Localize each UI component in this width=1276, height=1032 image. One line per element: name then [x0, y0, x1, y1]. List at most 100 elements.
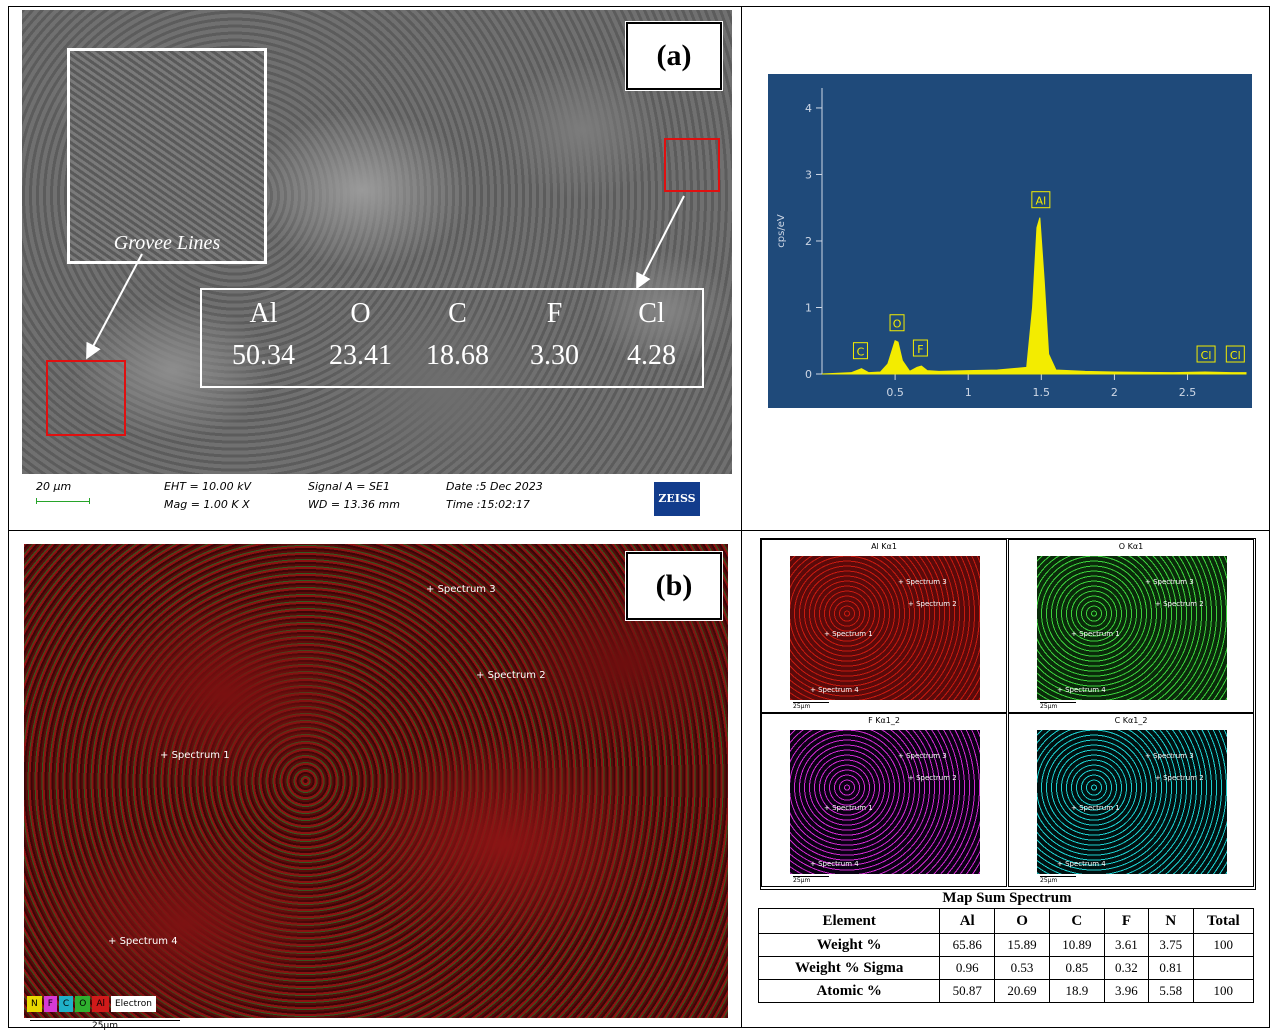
y-tick-label: 1 — [805, 301, 812, 314]
peak-label-box — [1031, 191, 1051, 209]
element-map-image: + Spectrum 3 + Spectrum 2 + Spectrum 1 + Sp… — [1037, 556, 1227, 700]
legend-item: C — [58, 996, 74, 1012]
zeiss-logo: ZEISS — [654, 482, 700, 516]
eds-scale-bar: 25μm — [30, 1020, 180, 1031]
panel-a-label: (a) — [625, 21, 723, 91]
peak-label-box — [1196, 345, 1216, 363]
map-spectrum-marker: + Spectrum 3 — [898, 752, 947, 760]
element-map: C Kα1_2 + Spectrum 3 + Spectrum 2 + Spectru… — [1008, 713, 1254, 887]
x-tick-label: 1.5 — [1033, 386, 1051, 399]
pointer-arrows — [86, 195, 685, 360]
table-cell: 100 — [1192, 933, 1254, 957]
legend-item: N — [27, 996, 42, 1012]
map-spectrum-marker: + Spectrum 2 — [1155, 774, 1204, 782]
peak-label: Cl — [1230, 349, 1241, 362]
arrow-databox — [636, 195, 685, 290]
map-spectrum-marker: + Spectrum 4 — [810, 686, 859, 694]
table-row-header: Weight % Sigma — [757, 956, 941, 980]
table-cell: 50.87 — [939, 979, 996, 1003]
table-cell: 0.85 — [1048, 956, 1105, 980]
table-cell: 65.86 — [939, 933, 996, 957]
table-title: Map Sum Spectrum — [942, 890, 1072, 906]
map-spectrum-marker: + Spectrum 3 — [1145, 752, 1194, 760]
spectrum-marker-2: + Spectrum 2 — [476, 670, 546, 681]
table-row: Atomic % 50.87 20.69 18.9 3.96 5.58 100 — [757, 979, 1254, 1003]
y-tick-label: 3 — [805, 168, 812, 181]
x-tick-label: 2.5 — [1179, 386, 1197, 399]
map-spectrum-marker: + Spectrum 4 — [1057, 860, 1106, 868]
spectrum-marker-4: + Spectrum 4 — [108, 936, 178, 947]
composition-box: Al 50.34 O 23.41 C 18.68 F 3.30 Cl 4.28 — [200, 288, 704, 388]
eds-layered-map: + Spectrum 3 + Spectrum 2 + Spectrum 1 +… — [24, 544, 728, 1018]
sem-info-bar: 20 μm EHT = 10.00 kV Mag = 1.00 K X Sign… — [22, 474, 732, 524]
table-cell: 0.96 — [939, 956, 996, 980]
table-header-cell: Al — [939, 908, 996, 934]
arrow-inset — [86, 253, 143, 360]
map-spectrum-marker: + Spectrum 3 — [1145, 578, 1194, 586]
table-cell: 20.69 — [994, 979, 1050, 1003]
sem-eht: EHT = 10.00 kV — [164, 480, 252, 493]
table-cell: 18.9 — [1048, 979, 1105, 1003]
element-map-title: Al Kα1 — [871, 542, 897, 551]
composition-element: C — [448, 298, 467, 329]
sem-mag: Mag = 1.00 K X — [164, 498, 250, 511]
map-spectrum-marker: + Spectrum 3 — [898, 578, 947, 586]
map-spectrum-marker: + Spectrum 2 — [908, 774, 957, 782]
y-tick-label: 4 — [805, 102, 812, 115]
element-map-image: + Spectrum 3 + Spectrum 2 + Spectrum 1 + Sp… — [790, 556, 980, 700]
element-map-title: F Kα1_2 — [868, 716, 900, 725]
vertical-divider — [741, 6, 742, 1028]
panel-b-label: (b) — [625, 551, 723, 621]
element-map: F Kα1_2 + Spectrum 3 + Spectrum 2 + Spectru… — [761, 713, 1007, 887]
groove-inset: Grovee Lines — [67, 48, 267, 264]
composition-value: 18.68 — [426, 340, 489, 371]
composition-element: F — [546, 298, 563, 329]
peak-label-box — [912, 339, 928, 357]
table-row-header: Atomic % — [757, 979, 941, 1003]
element-map-title: O Kα1 — [1118, 542, 1144, 551]
spectrum-marker-3: + Spectrum 3 — [426, 584, 496, 595]
composition-element: Al — [249, 298, 278, 329]
table-cell: 5.58 — [1148, 979, 1194, 1003]
peak-label: F — [917, 343, 923, 356]
legend-item: Electron — [110, 996, 156, 1012]
table-cell: 3.96 — [1103, 979, 1150, 1003]
figure-frame — [8, 6, 1270, 1028]
x-tick-label: 2 — [1111, 386, 1118, 399]
map-spectrum-marker: + Spectrum 4 — [810, 860, 859, 868]
map-scale-bar: 25μm — [793, 876, 829, 884]
sem-scale-label: 20 μm — [36, 480, 72, 493]
sem-image: Grovee Lines Al 50.34 O 23.41 C 18.68 F 3.30 Cl 4… — [22, 10, 732, 474]
composition-element: O — [350, 298, 371, 329]
sem-scale-bar — [36, 498, 90, 504]
table-cell: 0.53 — [994, 956, 1050, 980]
legend-item: O — [75, 996, 91, 1012]
table-header-cell: O — [994, 908, 1050, 934]
sem-time: Time :15:02:17 — [446, 498, 530, 511]
table-cell: 15.89 — [994, 933, 1050, 957]
element-map-image: + Spectrum 3 + Spectrum 2 + Spectrum 1 + Sp… — [1037, 730, 1227, 874]
peak-label: C — [857, 346, 865, 359]
peak-label: Cl — [1201, 349, 1212, 362]
table-header-cell: C — [1048, 908, 1105, 934]
horizontal-divider — [8, 530, 1270, 531]
region-box-right — [664, 138, 720, 192]
map-spectrum-marker: + Spectrum 1 — [1071, 804, 1120, 812]
table-header-cell: N — [1148, 908, 1194, 934]
composition-element: Cl — [638, 298, 665, 329]
map-spectrum-marker: + Spectrum 1 — [824, 804, 873, 812]
element-map: Al Kα1 + Spectrum 3 + Spectrum 2 + Spectrum… — [761, 539, 1007, 713]
x-tick-label: 1 — [965, 386, 972, 399]
x-tick-label: 0.5 — [886, 386, 904, 399]
map-scale-bar: 25μm — [793, 702, 829, 710]
table-cell: 3.75 — [1148, 933, 1194, 957]
spectrum-marker-1: + Spectrum 1 — [160, 750, 230, 761]
legend-item: Al — [92, 996, 109, 1012]
y-tick-label: 0 — [805, 368, 812, 381]
table-row: Weight % 65.86 15.89 10.89 3.61 3.75 100 — [757, 933, 1254, 957]
table-cell: 100 — [1192, 979, 1254, 1003]
table-cell: 0.32 — [1103, 956, 1150, 980]
y-axis-label: cps/eV — [776, 214, 787, 248]
table-cell — [1192, 956, 1254, 980]
peak-label-box — [1225, 345, 1245, 363]
